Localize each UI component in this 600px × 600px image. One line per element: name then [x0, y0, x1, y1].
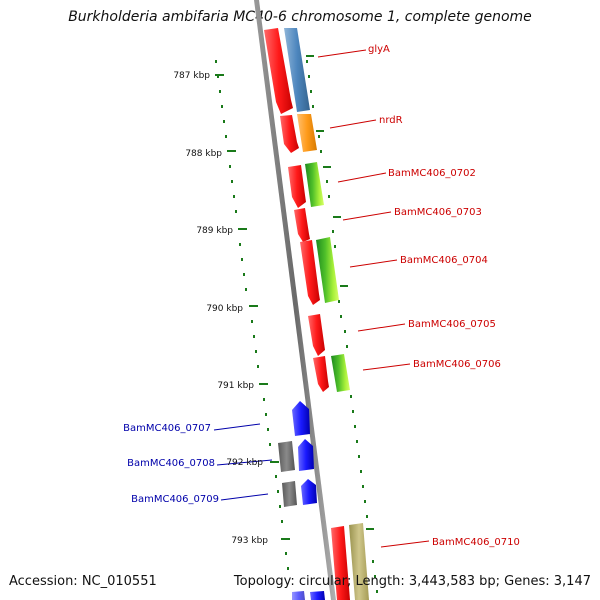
gene-label-BamMC406_0706[interactable]: BamMC406_0706: [413, 359, 501, 370]
gene-arrow-BamMC406_0702[interactable]: [288, 165, 306, 208]
kbp-label: 792 kbp: [226, 458, 263, 468]
gene-arrow-BamMC406_0710[interactable]: [331, 526, 350, 600]
gene-arrow-BamMC406_0702-feature[interactable]: [305, 162, 324, 207]
gene-arrow-BamMC406_0706-feature[interactable]: [331, 354, 350, 392]
gene-label-BamMC406_0710[interactable]: BamMC406_0710: [432, 537, 520, 548]
gene-arrow-BamMC406_0709-feature[interactable]: [282, 481, 297, 507]
kbp-label: 787 kbp: [173, 71, 210, 81]
gene-label-BamMC406_0704[interactable]: BamMC406_0704: [400, 255, 488, 266]
gene-arrow-nrdR-feature[interactable]: [297, 114, 317, 152]
gene-label-nrdR[interactable]: nrdR: [379, 115, 403, 126]
outer-tick-ring: [306, 60, 378, 593]
gene-arrow-BamMC406_0708[interactable]: [298, 439, 314, 471]
gene-label-BamMC406_0703[interactable]: BamMC406_0703: [394, 207, 482, 218]
gene-arrow-glyA-feature[interactable]: [284, 28, 310, 112]
gene-arrow-BamMC406_0709[interactable]: [301, 479, 317, 505]
gene-label-BamMC406_0705[interactable]: BamMC406_0705: [408, 319, 496, 330]
gene-arrow-BamMC406_0710-feature[interactable]: [349, 523, 369, 600]
gene-arrow-BamMC406_0708-feature[interactable]: [278, 441, 295, 472]
inner-tick-ring: [215, 60, 289, 570]
gene-arrow-bottom-blue-2[interactable]: [310, 591, 325, 600]
topology-text: Topology: circular; Length: 3,443,583 bp…: [233, 574, 591, 589]
chromosome-backbone: [254, 0, 336, 600]
right-label-lines: [317, 49, 430, 548]
gene-arrow-BamMC406_0705[interactable]: [308, 314, 325, 356]
gene-arrow-BamMC406_0704-feature[interactable]: [316, 237, 339, 303]
gene-label-glyA[interactable]: glyA: [368, 44, 390, 55]
gene-arrow-BamMC406_0703[interactable]: [294, 208, 310, 242]
gene-arrow-nrdR[interactable]: [280, 115, 299, 153]
gene-arrow-BamMC406_0706[interactable]: [313, 356, 329, 392]
left-label-lines: [213, 423, 273, 501]
outer-major-ticks: [306, 55, 374, 530]
gene-arrow-glyA[interactable]: [264, 28, 293, 114]
gene-arrow-BamMC406_0707[interactable]: [292, 401, 310, 436]
kbp-label: 788 kbp: [185, 149, 222, 159]
gene-arrow-BamMC406_0704[interactable]: [300, 240, 320, 305]
major-ticks: [215, 74, 290, 540]
gene-label-BamMC406_0709[interactable]: BamMC406_0709: [131, 494, 219, 505]
gene-arrow-bottom-blue[interactable]: [292, 591, 305, 600]
kbp-label: 791 kbp: [217, 381, 254, 391]
gene-label-BamMC406_0708[interactable]: BamMC406_0708: [127, 458, 215, 469]
accession-text: Accession: NC_010551: [9, 574, 157, 589]
gene-label-BamMC406_0707[interactable]: BamMC406_0707: [123, 423, 211, 434]
map-title: Burkholderia ambifaria MC40-6 chromosome…: [68, 9, 532, 25]
kbp-label: 789 kbp: [196, 226, 233, 236]
gene-label-BamMC406_0702[interactable]: BamMC406_0702: [388, 168, 476, 179]
kbp-label: 790 kbp: [206, 304, 243, 314]
kbp-label: 793 kbp: [231, 536, 268, 546]
